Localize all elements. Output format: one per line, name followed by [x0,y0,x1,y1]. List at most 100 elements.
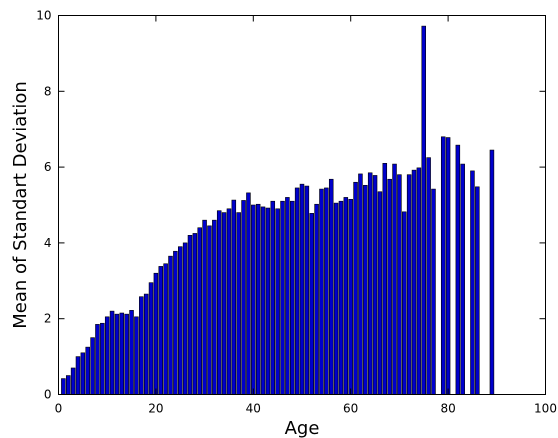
x-tick-label: 80 [440,402,455,416]
bar [358,173,363,395]
bar [270,200,276,395]
bar [416,167,422,395]
bar [470,170,475,395]
bar [207,225,212,395]
bar [440,136,446,395]
bar [348,199,353,395]
bar [367,172,373,395]
bar [80,352,86,395]
bar [251,204,256,395]
bar [431,188,436,395]
bar [129,310,134,395]
y-axis-ticks: 0 2 4 6 8 10 [36,9,546,402]
bar [304,185,310,395]
bar [324,187,329,395]
bar [299,183,305,395]
bar [173,250,178,395]
x-axis-ticks: 0 20 40 60 80 100 [55,15,557,416]
bar [100,322,105,395]
bar [187,235,193,395]
bar [338,200,344,395]
bar [134,316,139,395]
bar [294,187,300,395]
bar [158,266,164,395]
bar [406,174,412,395]
y-tick-label: 6 [44,160,52,174]
bar [70,367,76,395]
bar [455,144,461,395]
bar [275,208,280,395]
bar [143,293,149,395]
bar [411,169,417,395]
bar [377,191,383,395]
bar [489,149,495,395]
bar [309,213,314,395]
bar [168,255,173,395]
bar [153,272,159,395]
x-tick-label: 40 [246,402,261,416]
bars-group [61,25,495,395]
bar [265,207,271,395]
y-tick-label: 2 [44,312,52,326]
bar [372,175,378,395]
bar [314,203,319,395]
bar [290,200,295,395]
bar [65,375,71,395]
bar [392,163,397,395]
bar [226,208,232,395]
bar [353,181,358,395]
bar [363,184,368,395]
bar [382,163,388,395]
bar [139,296,144,395]
bar [197,227,202,395]
bar [114,313,120,395]
bar [119,312,125,395]
bar [333,202,339,395]
x-tick-label: 60 [343,402,358,416]
bar [231,199,237,395]
bar [246,192,251,395]
bar [402,211,407,395]
bar [319,188,324,395]
bar [75,356,81,395]
bar [212,219,217,395]
bar [421,25,426,395]
bar [285,197,290,395]
y-tick-label: 8 [44,84,52,98]
bar [178,246,183,395]
bar [221,212,227,395]
bar [182,242,188,395]
bar [475,186,480,395]
bar [104,316,110,395]
bar [426,157,431,395]
bar [236,212,241,395]
bar [216,210,222,395]
bar [280,200,285,395]
bar [95,324,100,395]
bar [343,197,349,395]
y-tick-label: 0 [44,388,52,402]
bar [202,219,207,395]
x-tick-label: 100 [534,402,557,416]
bar [241,200,246,395]
bar [90,337,95,395]
bar [445,137,451,395]
bar [460,163,465,395]
bar [148,282,154,395]
y-tick-label: 10 [36,9,51,23]
bar [328,178,334,395]
x-tick-label: 20 [148,402,163,416]
x-tick-label: 0 [55,402,63,416]
bar [260,206,266,395]
y-tick-label: 4 [44,236,52,250]
bar [61,378,66,395]
bar [387,178,392,395]
bar [109,310,115,395]
bar [85,346,90,395]
bar [163,263,168,395]
y-axis-title: Mean of Standart Deviation [10,81,31,329]
bar [397,174,402,395]
plot-frame [58,15,546,395]
x-axis-title: Age [285,418,320,438]
